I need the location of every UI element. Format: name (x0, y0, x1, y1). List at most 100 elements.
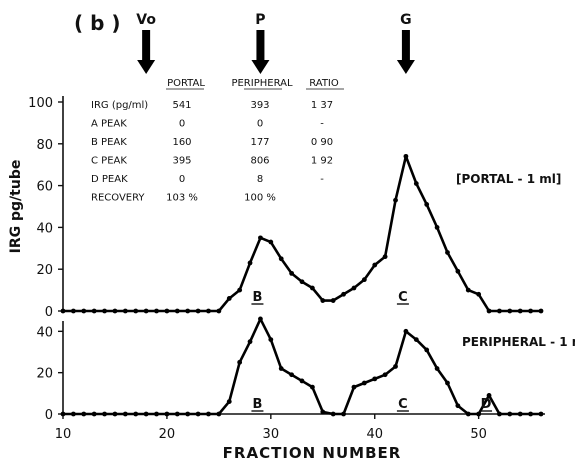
top-y-tick-label-0: 0 (45, 305, 53, 320)
top-point-51 (486, 308, 492, 314)
bottom-point-41 (382, 372, 388, 378)
top-point-34 (309, 285, 315, 291)
table-cell-4-1: 8 (257, 174, 263, 185)
top-point-35 (320, 298, 326, 303)
bottom-point-47 (445, 380, 450, 386)
top-point-39 (361, 277, 367, 283)
table-header-2: RATIO (309, 78, 339, 89)
marker-arrow-shaft-p (256, 30, 265, 62)
bottom-point-28 (247, 339, 253, 345)
bottom-point-11 (70, 411, 76, 417)
top-point-54 (517, 308, 523, 314)
x-tick-label-50: 50 (470, 427, 487, 442)
bottom-point-20 (164, 411, 170, 417)
table-row-label-0: IRG (pg/ml) (91, 100, 148, 111)
top-point-36 (330, 298, 336, 303)
x-tick-label-30: 30 (263, 427, 280, 442)
bottom-point-17 (133, 411, 139, 417)
top-point-52 (497, 308, 502, 314)
bottom-point-50 (476, 411, 482, 417)
top-point-29 (258, 235, 263, 241)
bottom-point-13 (91, 411, 97, 417)
top-y-tick-label-20: 20 (36, 263, 53, 278)
x-axis-label: FRACTION NUMBER (223, 444, 402, 462)
table-row-label-3: C PEAK (91, 156, 127, 167)
table-cell-1-1: 0 (257, 119, 263, 130)
x-tick-label-10: 10 (55, 427, 72, 442)
bottom-point-55 (528, 411, 534, 417)
table-cell-4-0: 0 (179, 174, 185, 185)
top-point-37 (341, 291, 346, 297)
x-tick-label-40: 40 (366, 427, 383, 442)
bottom-point-29 (258, 316, 263, 322)
bottom-y-tick-label-20: 20 (36, 367, 53, 382)
bottom-panel-label: PERIPHERAL - 1 ml (462, 335, 575, 349)
top-point-53 (507, 308, 513, 314)
table-row-label-2: B PEAK (91, 137, 127, 148)
table-cell-3-1: 806 (250, 156, 269, 167)
bottom-point-16 (122, 411, 128, 417)
table-header-1: PERIPHERAL (231, 78, 292, 89)
marker-arrow-head-p (251, 60, 270, 74)
bottom-y-tick-label-40: 40 (36, 325, 53, 340)
bottom-point-56 (538, 411, 544, 417)
table-cell-2-0: 160 (172, 137, 191, 148)
top-point-48 (455, 268, 461, 274)
top-point-23 (195, 308, 201, 314)
top-panel-label: [PORTAL - 1 ml] (456, 172, 561, 186)
top-peak-label-b: B (252, 290, 262, 305)
marker-arrow-shaft-vo (142, 30, 151, 62)
top-point-33 (299, 279, 305, 285)
bottom-point-18 (143, 411, 149, 417)
top-point-19 (154, 308, 159, 314)
top-y-tick-label-80: 80 (36, 138, 53, 153)
bottom-point-26 (226, 399, 232, 404)
x-tick-label-20: 20 (159, 427, 176, 442)
top-point-46 (434, 225, 440, 230)
top-point-49 (465, 287, 471, 293)
top-point-38 (351, 285, 357, 291)
bottom-point-53 (507, 411, 513, 417)
bottom-point-31 (278, 366, 284, 371)
top-point-40 (372, 262, 378, 268)
bottom-point-24 (206, 411, 211, 417)
bottom-peak-label-d: D (481, 397, 492, 412)
table-cell-3-2: 1 92 (311, 156, 333, 167)
table-cell-0-0: 541 (172, 100, 191, 111)
bottom-point-46 (434, 366, 440, 371)
table-row-label-4: D PEAK (91, 174, 128, 185)
top-y-tick-label-60: 60 (36, 180, 53, 195)
bottom-y-tick-label-0: 0 (45, 408, 53, 423)
table-cell-2-1: 177 (250, 137, 269, 148)
bottom-point-51 (486, 393, 492, 398)
top-point-22 (185, 308, 191, 314)
y-axis-label: IRG pg/tube (8, 160, 24, 254)
top-point-31 (278, 256, 284, 262)
bottom-point-21 (174, 411, 180, 417)
bottom-series-line (63, 317, 541, 416)
bottom-point-54 (517, 411, 523, 417)
bottom-peak-label-c: C (398, 397, 408, 412)
bottom-point-37 (341, 411, 346, 417)
table-row-label-1: A PEAK (91, 119, 127, 130)
table-cell-3-0: 395 (172, 156, 191, 167)
top-y-tick-label-100: 100 (28, 96, 53, 111)
table-header-0: PORTAL (167, 78, 205, 89)
top-point-56 (538, 308, 544, 314)
top-point-25 (216, 308, 222, 314)
top-point-26 (226, 296, 232, 301)
top-y-tick-label-40: 40 (36, 221, 53, 236)
top-point-43 (403, 153, 409, 159)
bottom-point-25 (216, 411, 222, 417)
marker-label-vo: Vo (136, 12, 156, 28)
bottom-point-45 (424, 347, 430, 353)
bottom-point-42 (393, 364, 398, 369)
bottom-point-34 (309, 384, 315, 390)
bottom-point-33 (299, 378, 305, 384)
bottom-point-49 (465, 411, 471, 417)
marker-label-g: G (400, 12, 412, 28)
bottom-point-30 (268, 337, 274, 342)
marker-arrow-head-g (396, 60, 415, 74)
top-point-42 (393, 197, 398, 203)
